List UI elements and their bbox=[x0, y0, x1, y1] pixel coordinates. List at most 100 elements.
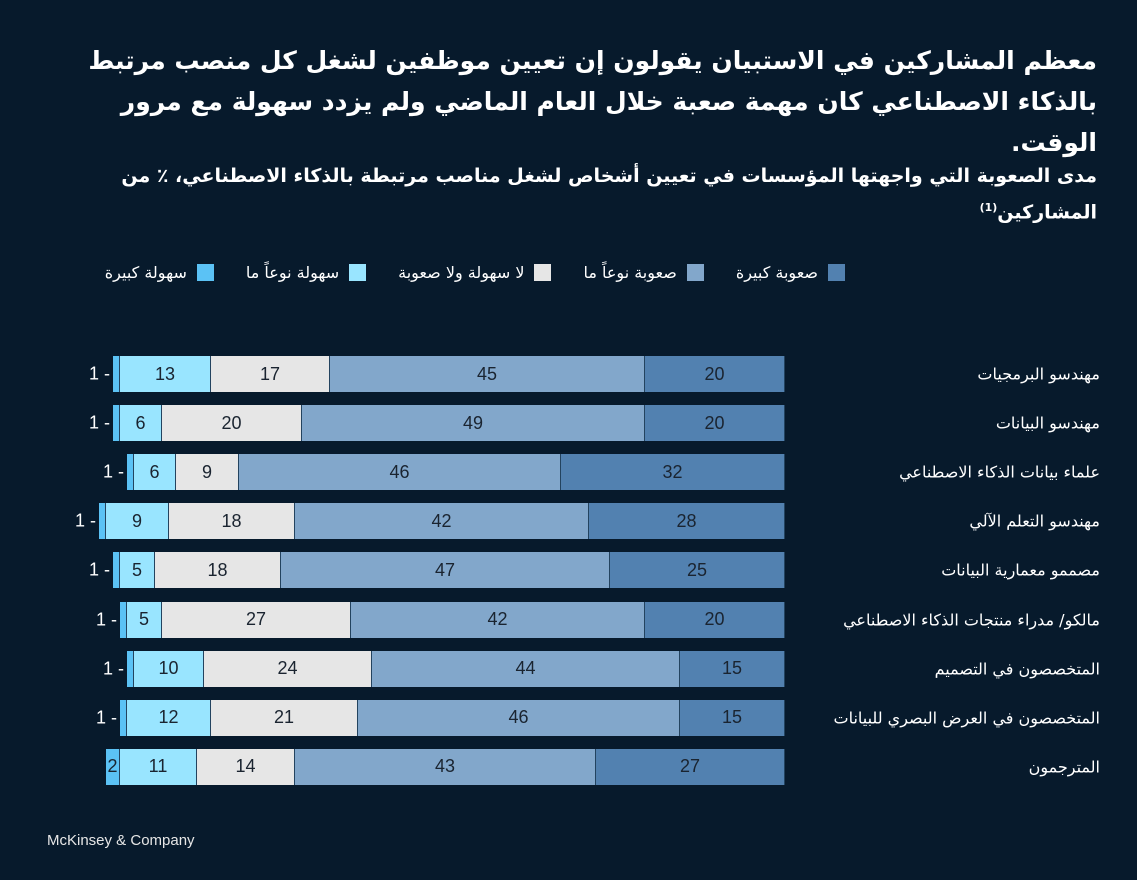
bar-segment: 10 bbox=[134, 650, 204, 687]
data-label: 1 - bbox=[88, 363, 110, 384]
bar-segment: 6 bbox=[134, 454, 176, 491]
data-label: 32 bbox=[662, 461, 683, 482]
bar-segment: 46 bbox=[358, 699, 680, 736]
data-label: 5 bbox=[131, 559, 142, 580]
data-label: 49 bbox=[462, 412, 484, 433]
brand-footer: McKinsey & Company bbox=[47, 832, 195, 849]
data-label: 1 - bbox=[74, 510, 96, 531]
data-label: 43 bbox=[434, 756, 456, 777]
data-label: 11 bbox=[148, 756, 168, 777]
bar-segment: 6 bbox=[120, 405, 162, 442]
data-label: 14 bbox=[235, 756, 256, 777]
bar-segment: 42 bbox=[351, 601, 645, 638]
bar-segment: 13 bbox=[120, 356, 211, 392]
category-label: علماء بيانات الذكاء الاصطناعي bbox=[899, 462, 1100, 482]
category-label: المتخصصون في التصميم bbox=[934, 659, 1100, 679]
bar-segment: 15 bbox=[680, 650, 785, 687]
data-label: 18 bbox=[207, 559, 228, 580]
data-label: 9 bbox=[201, 461, 212, 482]
bar-segment: 32 bbox=[561, 454, 785, 491]
legend-swatch bbox=[686, 264, 704, 281]
bar-segment: 20 bbox=[162, 405, 302, 442]
data-label: 25 bbox=[686, 559, 708, 580]
data-label: 42 bbox=[487, 609, 508, 629]
category-label: مهندسو البرمجيات bbox=[977, 364, 1100, 384]
data-label: 9 bbox=[131, 510, 142, 531]
data-label: 20 bbox=[704, 363, 725, 384]
bar-segment: 21 bbox=[211, 699, 358, 736]
legend-swatch bbox=[196, 264, 214, 281]
data-label: 46 bbox=[389, 461, 410, 482]
bar-segment: 5 bbox=[127, 601, 162, 638]
legend-label: صعوبة كبيرة bbox=[735, 263, 818, 282]
legend-item: سهولة نوعاً ما bbox=[246, 263, 367, 282]
legend-item: صعوبة نوعاً ما bbox=[583, 263, 704, 282]
legend-label: لا سهولة ولا صعوبة bbox=[398, 263, 525, 282]
bar-segment bbox=[127, 650, 134, 687]
bar-segment: 27 bbox=[596, 748, 785, 785]
data-label: 27 bbox=[679, 756, 701, 777]
bar-segment: 5 bbox=[120, 552, 155, 589]
bar-segment: 14 bbox=[197, 748, 295, 785]
bar-segment: 15 bbox=[680, 699, 785, 736]
category-label: مالكو/ مدراء منتجات الذكاء الاصطناعي bbox=[843, 610, 1100, 629]
bar-segment: 11 bbox=[120, 748, 197, 785]
chart-subtitle: مدى الصعوبة التي واجهتها المؤسسات في تعي… bbox=[37, 160, 1097, 228]
data-label: 42 bbox=[431, 510, 452, 531]
bar-segment: 45 bbox=[330, 356, 645, 392]
data-label: 12 bbox=[158, 707, 179, 728]
bar-segment: 18 bbox=[155, 552, 281, 589]
data-label: 6 bbox=[149, 461, 160, 482]
bar-segment: 47 bbox=[281, 552, 610, 589]
bar-segment bbox=[113, 356, 120, 392]
data-label: 13 bbox=[154, 363, 176, 384]
bar-segment: 20 bbox=[645, 601, 785, 638]
legend-item: سهولة كبيرة bbox=[105, 263, 214, 282]
data-label: 1 - bbox=[95, 707, 117, 728]
data-label: 1 - bbox=[102, 461, 124, 482]
bar-segment: 9 bbox=[106, 503, 169, 540]
legend: صعوبة كبيرة صعوبة نوعاً ما لا سهولة ولا … bbox=[105, 263, 845, 282]
bar-segment: 46 bbox=[239, 454, 561, 491]
bar-segment: 42 bbox=[295, 503, 589, 540]
legend-swatch bbox=[534, 264, 552, 281]
bar-segment: 44 bbox=[372, 650, 680, 687]
data-label: 21 bbox=[273, 707, 295, 728]
legend-item: صعوبة كبيرة bbox=[736, 263, 845, 282]
category-label: المترجمون bbox=[1028, 757, 1100, 777]
data-label: 10 bbox=[158, 658, 179, 679]
category-label: المتخصصون في العرض البصري للبيانات bbox=[833, 708, 1101, 728]
bar-segment: 17 bbox=[211, 356, 330, 392]
bar-segment: 2 bbox=[106, 748, 120, 785]
data-label: 15 bbox=[721, 658, 743, 679]
legend-item: لا سهولة ولا صعوبة bbox=[398, 263, 552, 282]
bar-segment: 24 bbox=[204, 650, 372, 687]
data-label: 20 bbox=[704, 412, 725, 433]
chart-title: معظم المشاركين في الاستبيان يقولون إن تع… bbox=[88, 46, 1097, 157]
data-label: 1 - bbox=[88, 412, 110, 433]
legend-swatch bbox=[828, 264, 845, 281]
bar-segment bbox=[127, 454, 134, 491]
category-label: مصممو معمارية البيانات bbox=[941, 560, 1100, 580]
data-label: 18 bbox=[221, 510, 242, 531]
data-label: 17 bbox=[259, 363, 281, 384]
bar-segment: 27 bbox=[162, 601, 351, 638]
bar-segment bbox=[113, 552, 120, 589]
bar-segment: 49 bbox=[302, 405, 645, 442]
bar-segment: 12 bbox=[127, 699, 211, 736]
data-label: 1 - bbox=[88, 559, 110, 580]
category-label: مهندسو التعلم الآلي bbox=[969, 511, 1100, 531]
bar-segment: 20 bbox=[645, 356, 785, 392]
bar-segment: 25 bbox=[610, 552, 785, 589]
data-label: 6 bbox=[135, 412, 146, 433]
data-label: 20 bbox=[704, 609, 725, 629]
legend-label: سهولة كبيرة bbox=[104, 263, 187, 282]
data-label: 1 - bbox=[95, 609, 117, 629]
data-label: 1 - bbox=[102, 658, 124, 679]
data-label: 20 bbox=[221, 412, 242, 433]
data-label: 27 bbox=[245, 609, 267, 629]
data-label: 5 bbox=[138, 609, 149, 629]
data-label: 2 bbox=[107, 756, 118, 777]
bar-segment bbox=[99, 503, 106, 540]
bar-segment: 20 bbox=[645, 405, 785, 442]
